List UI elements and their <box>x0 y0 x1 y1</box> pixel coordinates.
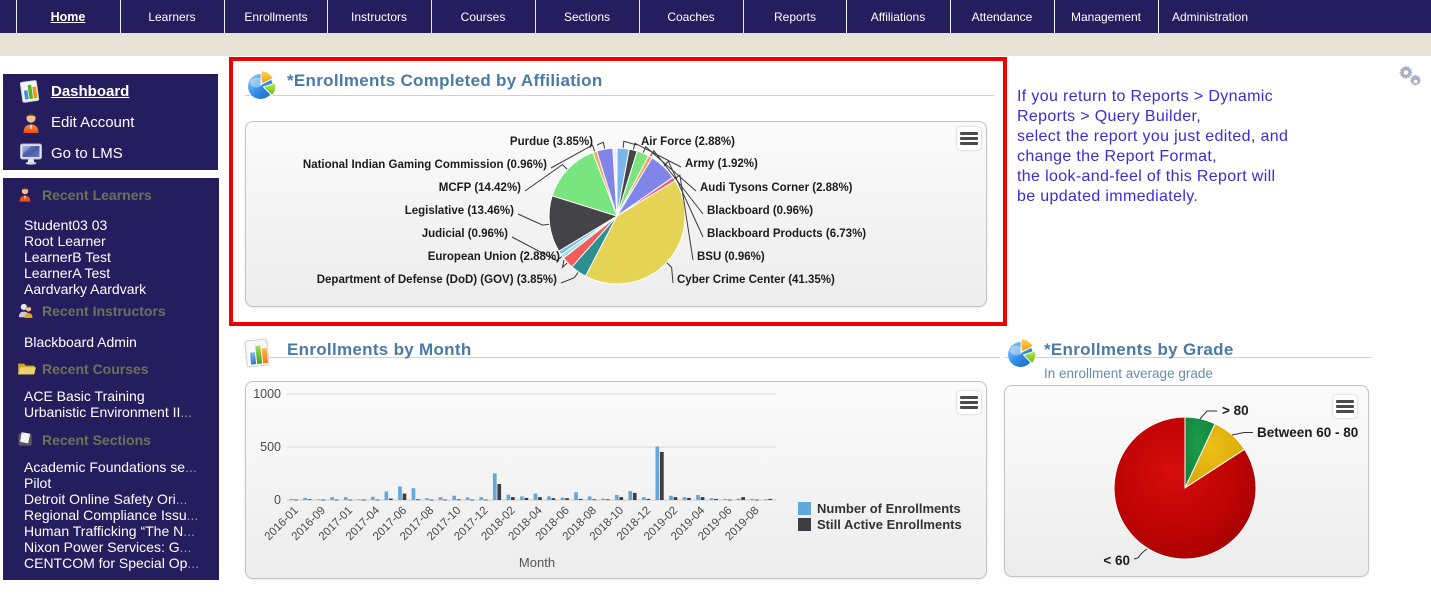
svg-text:Department of Defense (DoD) (G: Department of Defense (DoD) (GOV) (3.85%… <box>317 274 557 286</box>
svg-text:Air Force (2.88%): Air Force (2.88%) <box>641 136 735 148</box>
svg-text:National Indian Gaming Commiss: National Indian Gaming Commission (0.96%… <box>303 159 547 171</box>
svg-text:Still Active Enrollments: Still Active Enrollments <box>817 517 962 532</box>
svg-text:Blackboard Products (6.73%): Blackboard Products (6.73%) <box>707 228 866 240</box>
svg-text:Blackboard (0.96%): Blackboard (0.96%) <box>707 205 813 217</box>
svg-text:Army (1.92%): Army (1.92%) <box>685 158 758 170</box>
svg-text:> 80: > 80 <box>1222 403 1249 418</box>
svg-text:Number of Enrollments: Number of Enrollments <box>817 501 961 516</box>
svg-text:Month: Month <box>519 555 555 570</box>
svg-text:Cyber Crime Center (41.35%): Cyber Crime Center (41.35%) <box>677 274 835 286</box>
svg-text:Between 60 - 80: Between 60 - 80 <box>1257 425 1358 440</box>
svg-text:BSU (0.96%): BSU (0.96%) <box>697 251 765 263</box>
svg-text:0: 0 <box>274 493 281 507</box>
svg-text:Legislative (13.46%): Legislative (13.46%) <box>405 205 514 217</box>
svg-text:Judicial (0.96%): Judicial (0.96%) <box>422 228 508 240</box>
svg-text:Purdue (3.85%): Purdue (3.85%) <box>510 136 593 148</box>
svg-text:European Union (2.88%): European Union (2.88%) <box>428 251 560 263</box>
svg-text:1000: 1000 <box>253 387 281 401</box>
svg-text:Audi Tysons Corner (2.88%): Audi Tysons Corner (2.88%) <box>700 182 853 194</box>
svg-text:500: 500 <box>260 440 281 454</box>
svg-text:< 60: < 60 <box>1103 553 1130 568</box>
svg-text:MCFP (14.42%): MCFP (14.42%) <box>439 182 521 194</box>
